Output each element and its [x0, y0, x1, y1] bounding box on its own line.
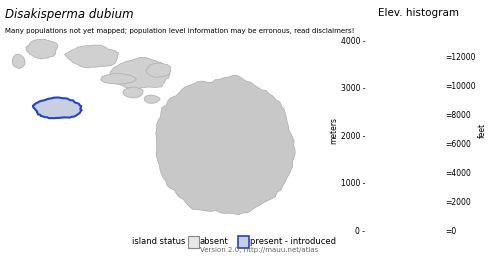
Text: Disakisperma dubium: Disakisperma dubium	[5, 8, 134, 21]
Y-axis label: meters: meters	[329, 117, 338, 144]
Polygon shape	[144, 95, 160, 103]
Polygon shape	[26, 39, 58, 59]
Polygon shape	[33, 98, 82, 118]
Polygon shape	[64, 45, 118, 68]
Polygon shape	[156, 75, 295, 215]
Polygon shape	[146, 63, 171, 77]
Polygon shape	[100, 74, 136, 84]
Text: Elev. histogram: Elev. histogram	[378, 8, 458, 18]
Text: island status: island status	[132, 237, 186, 247]
Polygon shape	[110, 57, 170, 89]
Text: present - introduced: present - introduced	[250, 237, 336, 247]
Text: absent: absent	[200, 237, 229, 247]
Polygon shape	[123, 87, 143, 98]
Text: Many populations not yet mapped; population level information may be erronous, r: Many populations not yet mapped; populat…	[5, 28, 354, 34]
Polygon shape	[12, 54, 25, 69]
Y-axis label: feet: feet	[478, 123, 487, 138]
Text: Version 2.0; http://mauu.net/atlas: Version 2.0; http://mauu.net/atlas	[200, 248, 318, 253]
